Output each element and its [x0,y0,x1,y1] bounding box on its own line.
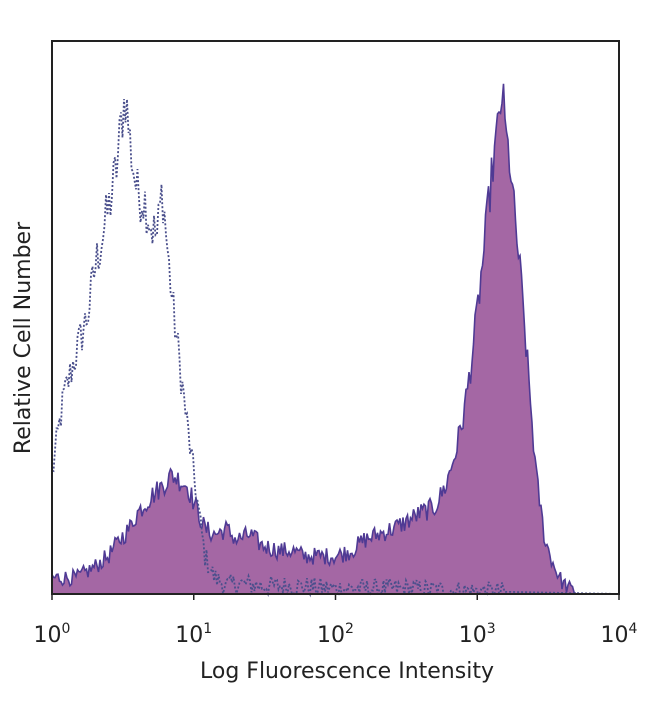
plot-area [51,83,619,598]
x-tick-label: 102 [317,621,354,648]
x-tick-label: 103 [459,621,496,648]
x-tick-label: 104 [601,621,638,648]
x-axis-label: Log Fluorescence Intensity [200,659,494,684]
series-filled-outline [51,83,576,594]
y-axis-label: Relative Cell Number [11,221,36,454]
x-tick-label: 100 [34,621,71,648]
x-axis-ticks: 100 101 102 103 104 [34,594,638,648]
series-filled-area [52,83,576,595]
x-tick-label: 101 [175,621,212,648]
